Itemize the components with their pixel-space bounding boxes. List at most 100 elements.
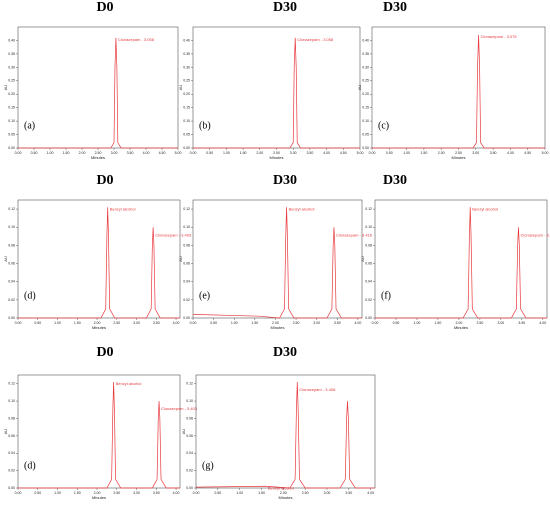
peak-annotation: Clonazepam - 3.403 [155,232,192,237]
y-axis-label: AU [3,85,8,91]
x-tick-label: 1.50 [251,321,258,325]
y-tick-label: 0.25 [8,79,15,83]
x-tick-label: 2.50 [476,321,483,325]
x-tick-label: 5.00 [357,151,364,155]
x-tick-label: 1.00 [223,151,230,155]
y-tick-label: 0.06 [183,261,190,265]
x-tick-label: 0.00 [369,151,376,155]
y-tick-label: 0.10 [186,399,193,403]
panel-label: (d) [24,290,36,301]
x-tick-label: 4.50 [340,151,347,155]
x-tick-label: 0.50 [210,321,217,325]
x-tick-label: 2.50 [293,321,300,325]
panel-title: D0 [96,345,113,360]
x-tick-label: 0.00 [15,491,22,495]
x-tick-label: 4.00 [143,151,150,155]
x-tick-label: 3.00 [290,151,297,155]
y-tick-label: 0.20 [362,92,369,96]
y-tick-label: 0.05 [362,132,369,136]
x-tick-label: 1.50 [435,321,442,325]
plot-frame [374,199,548,319]
x-tick-label: 3.50 [127,151,134,155]
x-tick-label: 0.50 [34,491,41,495]
y-tick-label: 0.10 [8,119,15,123]
x-axis-label: Minutes [92,325,106,330]
plot-frame [17,199,181,319]
y-tick-label: 0.04 [365,280,372,284]
y-tick-label: 0.12 [8,382,15,386]
x-tick-label: 2.00 [94,491,101,495]
y-tick-label: 0.02 [186,469,193,473]
x-tick-label: 2.50 [302,491,309,495]
y-tick-label: 0.10 [365,225,372,229]
chromatogram-line [375,207,547,319]
x-tick-label: 3.50 [306,151,313,155]
y-tick-label: 0.10 [183,119,190,123]
y-tick-label: 0.40 [362,38,369,42]
y-tick-label: 0.15 [8,106,15,110]
y-tick-label: 0.20 [8,92,15,96]
x-tick-label: 4.00 [507,151,514,155]
y-tick-label: 0.10 [8,399,15,403]
x-tick-label: 3.00 [133,491,140,495]
y-axis-label: AU [360,256,365,262]
x-tick-label: 3.00 [313,321,320,325]
y-tick-label: 0.05 [8,132,15,136]
x-tick-label: 3.00 [133,321,140,325]
x-tick-label: 3.50 [345,491,352,495]
x-axis-label: Minutes [92,495,106,500]
y-tick-label: 0.40 [8,38,15,42]
peak-annotation: Benzyl alcohol [110,206,136,211]
peak-annotation: Benzyl alcohol [289,206,315,211]
x-tick-label: 3.00 [324,491,331,495]
x-tick-label: 0.00 [190,151,197,155]
x-tick-label: 1.00 [54,321,61,325]
x-tick-label: 1.50 [63,151,70,155]
plot-frame [195,374,376,489]
y-tick-label: 0.10 [362,119,369,123]
y-tick-label: 0.30 [183,65,190,69]
y-tick-label: 0.04 [186,451,193,455]
x-tick-label: 0.00 [372,321,379,325]
x-tick-label: 2.00 [94,321,101,325]
x-tick-label: 0.00 [15,151,22,155]
x-axis-label: Minutes [91,155,105,160]
x-tick-label: 1.50 [74,491,81,495]
x-axis-label: Minutes [269,155,283,160]
y-tick-label: 0.12 [183,207,190,211]
x-tick-label: 3.50 [153,321,160,325]
y-tick-label: 0.00 [8,486,15,490]
y-tick-label: 0.04 [183,280,190,284]
x-tick-label: 1.00 [47,151,54,155]
x-tick-label: 3.50 [334,321,341,325]
peak-annotation: Clonazepam - 3.408 [299,387,336,392]
peak-annotation: Clonazepam - 3.403 [161,406,198,411]
y-tick-label: 0.08 [8,243,15,247]
x-tick-label: 1.00 [236,491,243,495]
x-axis-label: Minutes [270,325,284,330]
panel-label: (c) [378,120,389,131]
x-tick-label: 2.00 [272,321,279,325]
y-tick-label: 0.02 [8,298,15,302]
panel-title: D0 [96,0,113,15]
y-tick-label: 0.00 [186,486,193,490]
x-tick-label: 0.50 [34,321,41,325]
y-axis-label: AU [3,429,8,435]
chromatogram-line [195,381,375,489]
y-tick-label: 0.35 [183,52,190,56]
y-tick-label: 0.06 [186,434,193,438]
y-tick-label: 0.00 [183,316,190,320]
x-tick-label: 3.50 [518,321,525,325]
plot-frame [192,199,363,319]
peak-annotation: Benzyl alcohol [116,381,142,386]
panel-title: D30 [383,0,407,15]
peak-annotation: Benzyl alcohol [472,206,498,211]
panel-label: (d) [24,460,36,471]
peak-annotation: Clonazepam - 3.058 [297,37,334,42]
y-tick-label: 0.00 [8,316,15,320]
x-tick-label: 0.50 [214,491,221,495]
x-tick-label: 3.50 [153,491,160,495]
y-tick-label: 0.00 [365,316,372,320]
x-tick-label: 5.00 [542,151,549,155]
x-tick-label: 0.50 [206,151,213,155]
